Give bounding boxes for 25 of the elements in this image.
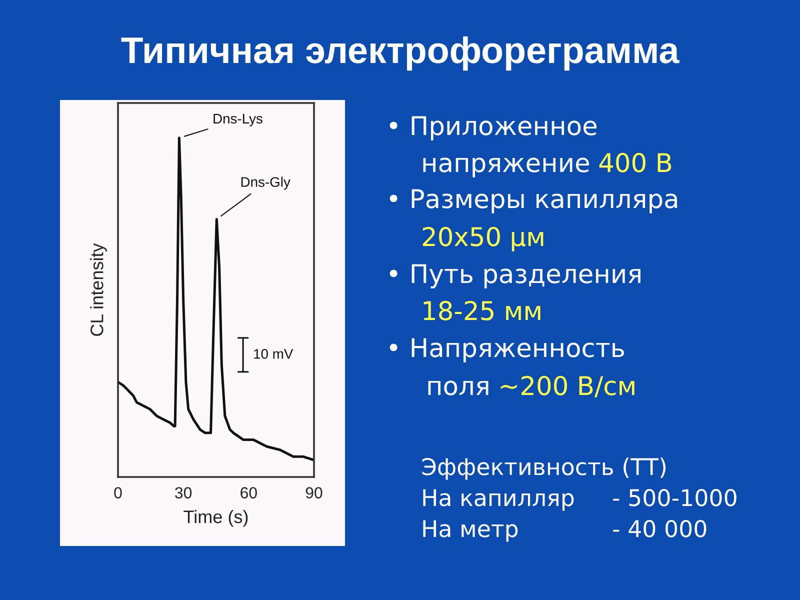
text: На капилляр <box>423 489 574 511</box>
y-axis-title: CL intensity <box>90 243 107 336</box>
text: - 40 000 <box>613 520 706 538</box>
x-tick-label: 60 <box>240 487 257 498</box>
text: 400 В <box>599 152 672 172</box>
text: • Размеры капилляра <box>390 189 677 214</box>
text: поля <box>428 380 488 396</box>
text: 20х50 μм <box>422 226 544 252</box>
annotation: 10 mV <box>254 348 294 359</box>
annotation: Dns-Lys <box>214 114 262 126</box>
x-tick-label: 90 <box>306 487 322 498</box>
text: Типичная электрофореграмма <box>121 36 680 71</box>
text: • Приложенное <box>390 116 597 140</box>
annotation: Dns-Gly <box>241 176 290 190</box>
x-axis-title: Time (s) <box>184 510 248 527</box>
text: ~200 В/см <box>500 376 634 398</box>
text: Эффективность (ТТ) <box>422 458 666 480</box>
text: • Напряженность <box>390 338 624 362</box>
x-tick-label: 0 <box>114 487 122 498</box>
text: На метр <box>423 520 518 542</box>
text: - 500-1000 <box>613 488 736 506</box>
text: 18-25 мм <box>424 300 540 320</box>
x-tick-label: 30 <box>175 487 192 498</box>
text: • Путь разделения <box>390 264 640 288</box>
text: напряжение <box>423 158 590 178</box>
